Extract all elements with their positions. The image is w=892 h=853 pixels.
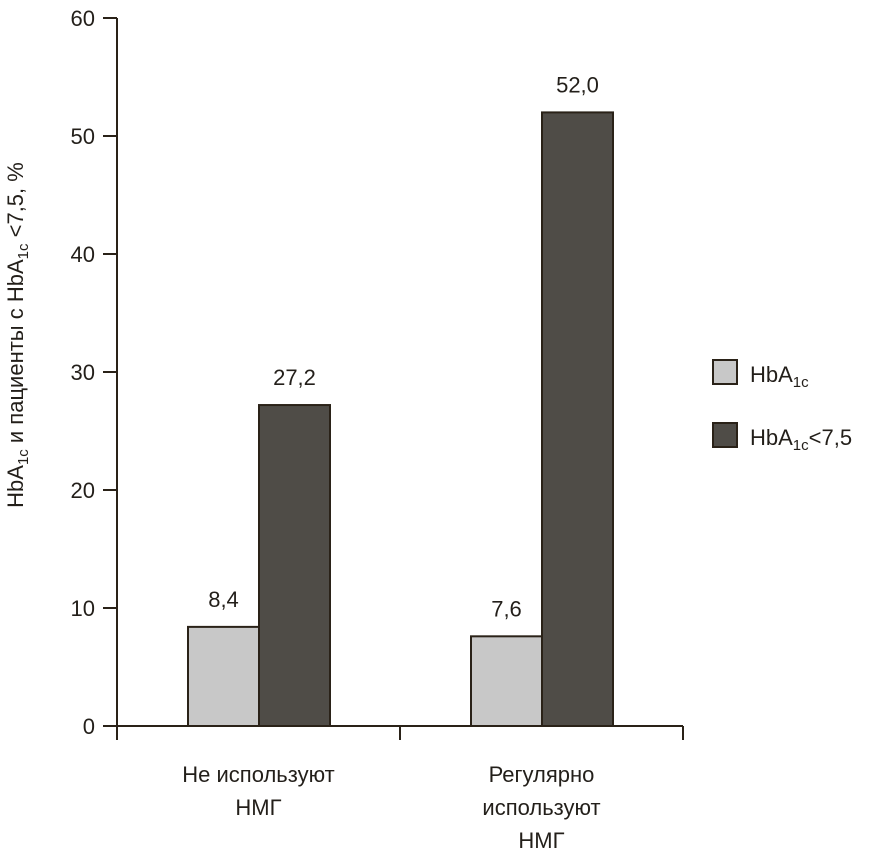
x-tick-label: используют bbox=[482, 795, 600, 820]
legend: HbA1c HbA1c<7,5 bbox=[712, 359, 852, 454]
bar-hba1c-1 bbox=[470, 635, 543, 728]
data-label: 52,0 bbox=[556, 72, 599, 97]
data-label: 27,2 bbox=[273, 365, 316, 390]
x-tick-label: НМГ bbox=[235, 795, 281, 820]
data-label: 7,6 bbox=[491, 596, 522, 621]
y-tick-label: 60 bbox=[71, 6, 95, 31]
legend-label: HbA1c bbox=[750, 362, 809, 391]
x-tick-label: Не используют bbox=[182, 762, 334, 787]
y-tick-label: 10 bbox=[71, 596, 95, 621]
x-tick-label: НМГ bbox=[518, 828, 564, 853]
bar-hba1c-lt-7-5-1 bbox=[541, 111, 614, 727]
bar-hba1c-lt-7-5-0 bbox=[258, 404, 331, 727]
legend-label: HbA1c<7,5 bbox=[750, 425, 852, 454]
svg-text:HbA1c и пациенты с HbA1c <7,5,: HbA1c и пациенты с HbA1c <7,5, % bbox=[3, 162, 32, 508]
y-tick-label: 20 bbox=[71, 478, 95, 503]
x-tick-label: Регулярно bbox=[489, 762, 595, 787]
y-tick-label: 50 bbox=[71, 124, 95, 149]
legend-swatch bbox=[712, 359, 738, 385]
y-axis-label: HbA1c и пациенты с HbA1c <7,5, % bbox=[3, 162, 32, 508]
y-tick-label: 30 bbox=[71, 360, 95, 385]
bar-hba1c-0 bbox=[187, 625, 260, 728]
y-tick-label: 40 bbox=[71, 242, 95, 267]
y-tick-label: 0 bbox=[83, 714, 95, 739]
data-label: 8,4 bbox=[208, 587, 239, 612]
legend-swatch bbox=[712, 422, 738, 448]
